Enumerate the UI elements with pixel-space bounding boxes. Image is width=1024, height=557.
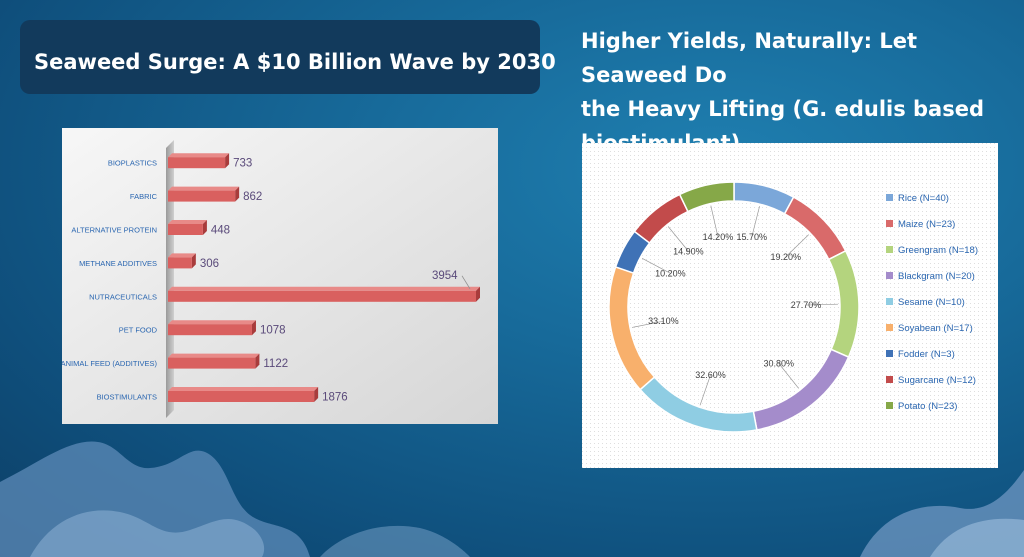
legend-swatch (886, 350, 893, 357)
bar (168, 186, 240, 202)
bar (168, 353, 260, 369)
bar-value-label: 1078 (260, 325, 286, 337)
legend-item: Soyabean (N=17) (886, 323, 973, 334)
legend-label: Blackgram (N=20) (898, 271, 975, 282)
legend-label: Greengram (N=18) (898, 245, 978, 256)
slice-value-label: 33.10% (648, 316, 679, 326)
legend-label: Rice (N=40) (898, 193, 949, 204)
bar (168, 286, 480, 302)
donut-chart-panel: 15.70% 19.20% 27.70% 30.80% 32.60% 33.10% 10.2… (582, 143, 998, 468)
slice-value-label: 15.70% (736, 232, 767, 242)
legend-item: Sesame (N=10) (886, 297, 965, 308)
bar-value-label: 3954 (432, 270, 458, 282)
bar-chart-wall (166, 140, 174, 418)
legend-label: Soyabean (N=17) (898, 323, 973, 334)
bar-value-label: 862 (243, 191, 262, 203)
donut-chart: 15.70%19.20% 27.70% 30.80% 32.60% 33.10% 10.2… (582, 143, 998, 468)
bar-chart-background (62, 128, 498, 424)
right-title: Higher Yields, Naturally: Let Seaweed Do… (581, 24, 1021, 160)
legend-swatch (886, 298, 893, 305)
legend-item: Rice (N=40) (886, 193, 949, 204)
bar-value-label: 733 (233, 158, 252, 170)
bar-value-label: 1122 (263, 358, 288, 370)
legend-item: Greengram (N=18) (886, 245, 978, 256)
bar-value-label: 1876 (322, 392, 348, 404)
bar (168, 153, 230, 169)
category-label: BIOSTIMULANTS (97, 393, 157, 402)
legend-swatch (886, 194, 893, 201)
bar (168, 220, 207, 235)
category-label: ANIMAL FEED (ADDITIVES) (62, 359, 157, 368)
legend-label: Sugarcane (N=12) (898, 375, 976, 386)
legend-swatch (886, 220, 893, 227)
bar (168, 387, 319, 402)
category-label: NUTRACEUTICALS (89, 292, 157, 301)
legend-item: Fodder (N=3) (886, 349, 955, 360)
legend-swatch (886, 324, 893, 331)
bar (168, 320, 256, 336)
legend-item: Blackgram (N=20) (886, 271, 975, 282)
legend-swatch (886, 272, 893, 279)
category-label: METHANE ADDITIVES (79, 259, 157, 268)
category-label: PET FOOD (119, 326, 158, 335)
category-label: ALTERNATIVE PROTEIN (71, 226, 157, 235)
legend-label: Sesame (N=10) (898, 297, 965, 308)
slice-value-label: 14.90% (673, 246, 704, 256)
legend-label: Fodder (N=3) (898, 349, 955, 360)
category-label: BIOPLASTICS (108, 159, 157, 168)
slice-value-label: 14.20% (703, 232, 734, 242)
legend-swatch (886, 376, 893, 383)
category-label: FABRIC (130, 192, 158, 201)
slice-value-label: 27.70% (791, 300, 822, 310)
right-title-line: the Heavy Lifting (G. edulis based (581, 97, 984, 121)
left-title-box (20, 20, 540, 94)
bar-chart-panel: BIOPLASTICS 733 FABRIC 862 ALTERNATIVE PROTE… (61, 128, 498, 424)
right-title-line: Higher Yields, Naturally: Let Seaweed Do (581, 29, 918, 87)
slice-value-label: 10.20% (655, 268, 686, 278)
legend-item: Maize (N=23) (886, 219, 955, 230)
legend-swatch (886, 246, 893, 253)
legend-item: Potato (N=23) (886, 401, 957, 412)
legend-label: Potato (N=23) (898, 401, 957, 412)
slice-value-label: 19.20% (770, 252, 801, 262)
donut-slice (678, 181, 735, 213)
bar-value-label: 448 (211, 225, 230, 237)
bar-chart: BIOPLASTICS 733 FABRIC 862 ALTERNATIVE PROTE… (61, 128, 498, 424)
legend-swatch (886, 402, 893, 409)
bar (168, 253, 196, 269)
legend-item: Sugarcane (N=12) (886, 375, 976, 386)
slice-value-label: 32.60% (695, 370, 726, 380)
left-title: Seaweed Surge: A $10 Billion Wave by 203… (34, 50, 556, 74)
legend-label: Maize (N=23) (898, 219, 955, 230)
slice-value-label: 30.80% (764, 358, 795, 368)
bar-value-label: 306 (200, 258, 219, 270)
